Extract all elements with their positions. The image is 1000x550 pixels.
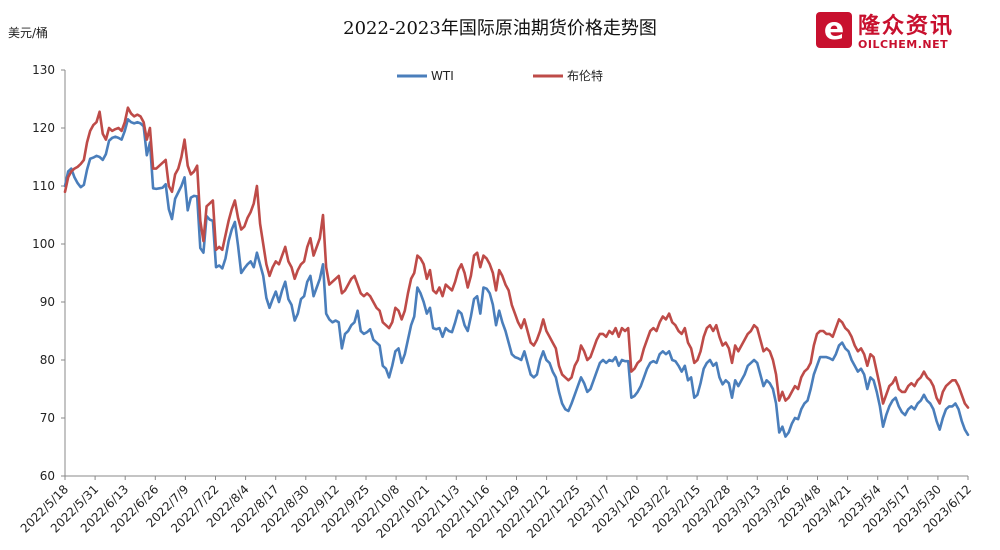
y-tick-label: 60 (40, 469, 55, 483)
y-tick-label: 110 (32, 179, 55, 193)
chart-axes (64, 70, 968, 477)
y-axis-unit-label: 美元/桶 (8, 26, 49, 40)
y-tick-label: 90 (40, 295, 55, 309)
logo-en-text: OILCHEM.NET (858, 38, 949, 51)
series-lines (63, 106, 970, 438)
y-tick-label: 80 (40, 353, 55, 367)
oilchem-logo: e 隆众资讯 OILCHEM.NET (816, 8, 992, 54)
y-tick-label: 130 (32, 63, 55, 77)
y-axis-ticks: 60 70 80 90 100 110 120 130 (32, 63, 65, 483)
series-line-0 (63, 118, 970, 438)
y-tick-label: 100 (32, 237, 55, 251)
series-line-1 (63, 106, 970, 409)
y-tick-label: 70 (40, 411, 55, 425)
y-tick-label: 120 (32, 121, 55, 135)
legend-label-0: WTI (431, 69, 454, 83)
chart-legend: WTI 布伦特 (397, 68, 603, 83)
oilchem-logo-icon: e (816, 12, 852, 48)
x-axis-ticks: 2022/5/182022/5/312022/6/132022/6/262022… (18, 476, 974, 541)
chart-title: 2022-2023年国际原油期货价格走势图 (343, 18, 657, 39)
legend-label-1: 布伦特 (567, 68, 603, 83)
logo-cn-text: 隆众资讯 (858, 14, 955, 39)
